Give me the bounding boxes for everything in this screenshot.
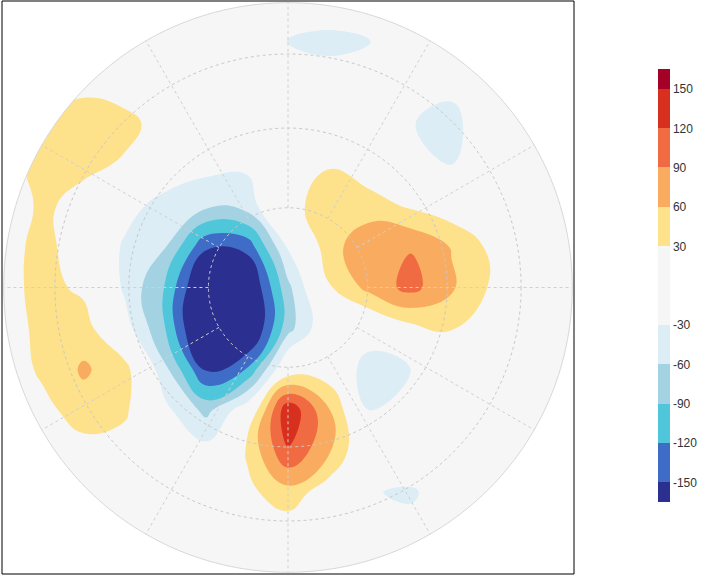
svg-text:120: 120 — [673, 122, 693, 136]
svg-text:90: 90 — [673, 161, 687, 175]
svg-text:-90: -90 — [673, 397, 691, 411]
svg-text:150: 150 — [673, 82, 693, 96]
svg-text:60: 60 — [673, 200, 687, 214]
svg-text:-120: -120 — [673, 436, 697, 450]
svg-text:-60: -60 — [673, 358, 691, 372]
svg-text:-30: -30 — [673, 318, 691, 332]
svg-text:30: 30 — [673, 240, 687, 254]
svg-text:-150: -150 — [673, 476, 697, 490]
